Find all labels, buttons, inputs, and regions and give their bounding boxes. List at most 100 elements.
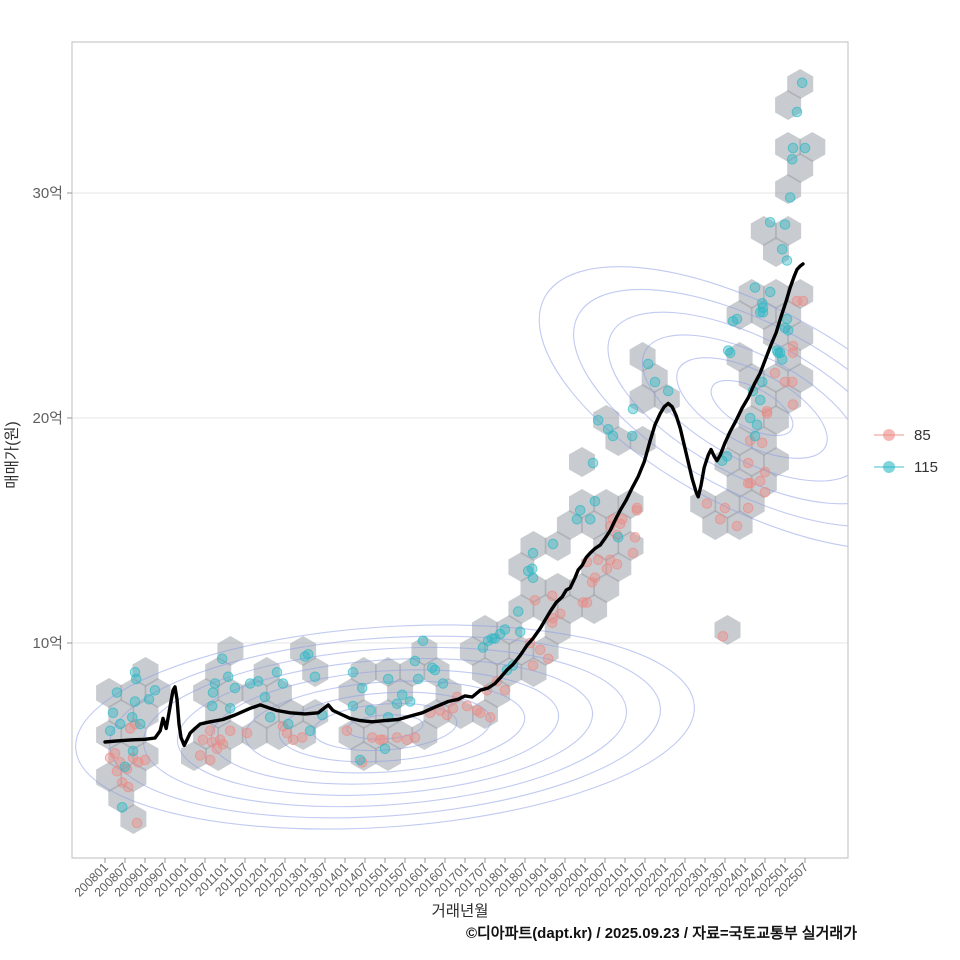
data-point <box>252 676 264 687</box>
data-point <box>781 313 793 325</box>
hexbin-cell <box>787 363 814 393</box>
data-point <box>426 662 438 674</box>
hexbin-cell <box>387 720 414 750</box>
panel-border <box>71 41 849 859</box>
data-point <box>382 673 394 685</box>
hexbin-cell <box>605 510 632 540</box>
data-point <box>574 505 586 516</box>
data-point <box>304 725 316 737</box>
data-point <box>264 712 276 723</box>
data-point <box>742 502 754 514</box>
hexbin-cell <box>763 279 789 309</box>
data-point <box>779 376 791 388</box>
data-point <box>512 606 524 617</box>
hexbin-cell <box>520 657 547 687</box>
data-point <box>127 745 139 757</box>
data-point <box>209 678 221 689</box>
data-point <box>104 752 116 764</box>
data-point <box>584 514 596 525</box>
data-point <box>631 502 643 514</box>
data-point <box>717 631 729 642</box>
data-point <box>486 633 498 644</box>
hexbin-cell <box>132 657 159 687</box>
contour-line <box>176 658 594 796</box>
contour-line <box>278 691 492 763</box>
data-point <box>586 577 598 588</box>
data-point <box>134 718 146 730</box>
data-point <box>787 399 799 410</box>
contour-line <box>142 646 628 808</box>
legend-label: 85 <box>914 426 931 444</box>
y-tick-label: 20억 <box>33 410 64 427</box>
hexbin-cell <box>120 720 147 750</box>
data-point <box>749 282 761 293</box>
data-point <box>374 734 386 746</box>
hexbin-cell <box>799 132 826 162</box>
data-point <box>589 496 601 507</box>
contour-line <box>75 624 695 830</box>
data-point <box>104 725 116 737</box>
hexbin-cell <box>520 531 547 561</box>
data-point <box>546 590 558 602</box>
data-point <box>217 739 229 750</box>
data-point <box>742 477 754 489</box>
data-point <box>474 707 486 719</box>
data-point <box>642 358 654 370</box>
data-point <box>282 718 294 730</box>
legend-marker-icon <box>874 428 904 442</box>
data-point <box>781 255 793 266</box>
data-point <box>441 709 453 721</box>
data-point <box>130 673 142 685</box>
data-point <box>489 633 501 644</box>
contour-line <box>210 669 560 785</box>
hexbin-cell <box>532 594 559 624</box>
data-point <box>719 502 731 514</box>
data-point <box>581 597 593 608</box>
hexbin-cell <box>132 741 159 771</box>
hexbin-cell <box>775 216 802 246</box>
data-point <box>194 750 206 761</box>
hexbin-cell <box>726 426 753 456</box>
data-point <box>107 707 119 719</box>
data-point <box>122 781 134 793</box>
data-point <box>797 295 809 307</box>
hexbin-cell <box>593 573 620 603</box>
data-point <box>759 466 771 478</box>
data-point <box>356 682 368 694</box>
hexbin-cell <box>714 615 741 645</box>
data-point <box>527 547 539 559</box>
data-point <box>131 817 143 829</box>
hexbin-cell <box>265 678 292 708</box>
y-axis-title: 매매가(원) <box>3 421 21 488</box>
data-point <box>484 712 496 723</box>
hexbin-cell <box>96 762 123 792</box>
data-point <box>366 732 378 743</box>
contour-line <box>676 357 828 459</box>
data-point <box>126 712 138 723</box>
contour-line <box>312 702 458 752</box>
contour-line <box>109 635 661 819</box>
data-point <box>772 347 784 359</box>
data-point <box>224 725 236 737</box>
data-point <box>299 651 311 662</box>
hexbin-cell <box>787 69 814 99</box>
data-point <box>244 678 256 689</box>
data-point <box>784 192 796 203</box>
data-point <box>417 635 429 647</box>
data-point <box>629 532 641 543</box>
hexbin-cell <box>508 552 535 582</box>
data-point <box>119 761 131 773</box>
data-point <box>764 286 776 298</box>
data-point <box>401 734 413 746</box>
data-point <box>391 698 403 710</box>
hexbin-cell <box>411 720 438 750</box>
hexbin-cell <box>423 657 450 687</box>
data-point <box>296 732 308 743</box>
scatter-series-85 <box>104 295 809 829</box>
hexbin-cell <box>702 510 729 540</box>
data-point <box>751 419 763 431</box>
data-point <box>722 345 734 356</box>
data-point <box>786 376 798 388</box>
data-point <box>287 734 299 746</box>
hexbin-cell <box>459 636 486 666</box>
